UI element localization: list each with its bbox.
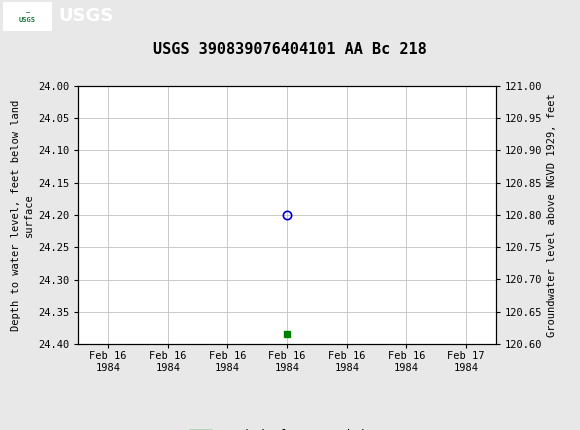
Legend: Period of approved data: Period of approved data bbox=[184, 424, 390, 430]
Text: USGS 390839076404101 AA Bc 218: USGS 390839076404101 AA Bc 218 bbox=[153, 42, 427, 57]
Text: USGS: USGS bbox=[58, 7, 113, 25]
Bar bbox=[3, 2, 52, 31]
Text: ~
USGS: ~ USGS bbox=[19, 9, 36, 23]
Y-axis label: Depth to water level, feet below land
surface: Depth to water level, feet below land su… bbox=[12, 99, 34, 331]
Y-axis label: Groundwater level above NGVD 1929, feet: Groundwater level above NGVD 1929, feet bbox=[546, 93, 557, 337]
